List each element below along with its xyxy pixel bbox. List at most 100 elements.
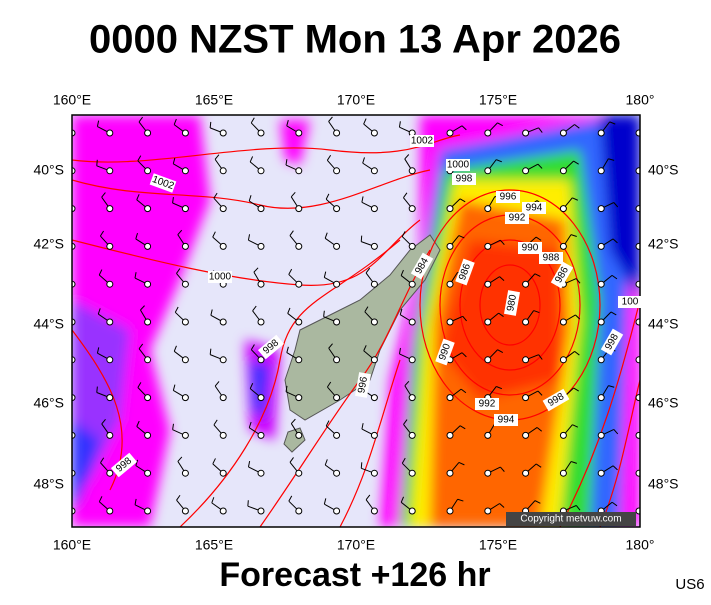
lat-label: 46°S — [648, 395, 679, 411]
station — [371, 206, 377, 212]
station — [258, 243, 264, 249]
barb-feather — [97, 160, 98, 166]
lat-label: 46°S — [33, 395, 64, 411]
station — [523, 357, 529, 363]
station — [447, 206, 453, 212]
station — [296, 130, 302, 136]
lon-label: 165°E — [195, 537, 233, 553]
barb-feather — [647, 500, 653, 502]
station — [182, 357, 188, 363]
station — [182, 243, 188, 249]
station — [636, 432, 642, 438]
station — [334, 130, 340, 136]
station — [182, 432, 188, 438]
station — [258, 432, 264, 438]
station — [145, 243, 151, 249]
isobar-label: 100 — [618, 296, 642, 308]
lon-label: 170°E — [337, 537, 375, 553]
isobar-label: 996 — [496, 191, 520, 203]
station — [182, 395, 188, 401]
lon-label: 160°E — [53, 92, 91, 108]
isobar-label-text: 994 — [498, 415, 515, 426]
station — [560, 432, 566, 438]
station — [258, 168, 264, 174]
station — [296, 319, 302, 325]
barb-feather — [59, 462, 60, 468]
lon-label: 170°E — [337, 92, 375, 108]
station — [598, 243, 604, 249]
station — [107, 508, 113, 514]
barb-feather — [651, 126, 655, 130]
isobar-label: 998 — [452, 173, 476, 185]
station — [636, 243, 642, 249]
station — [598, 206, 604, 212]
barb — [64, 273, 72, 285]
station — [598, 357, 604, 363]
station — [107, 470, 113, 476]
station — [220, 168, 226, 174]
lat-label: 44°S — [33, 316, 64, 332]
station — [145, 470, 151, 476]
station — [258, 357, 264, 363]
lat-label: 42°S — [648, 236, 679, 252]
station — [182, 168, 188, 174]
barb-feather — [61, 384, 63, 390]
barb-feather — [62, 345, 65, 350]
station — [296, 206, 302, 212]
barb-feather — [64, 495, 68, 499]
forecast: Forecast +126 hr — [219, 556, 490, 594]
station — [523, 319, 529, 325]
station — [145, 281, 151, 287]
station — [371, 168, 377, 174]
station — [296, 243, 302, 249]
station — [145, 168, 151, 174]
station — [371, 395, 377, 401]
isobar-label-text: 996 — [500, 192, 517, 203]
station — [447, 470, 453, 476]
station — [182, 508, 188, 514]
station — [220, 319, 226, 325]
lon-label: 180° — [626, 92, 655, 108]
station — [107, 357, 113, 363]
station — [485, 470, 491, 476]
station — [296, 395, 302, 401]
station — [523, 130, 529, 136]
station — [371, 243, 377, 249]
barb — [59, 468, 72, 474]
barb-feather — [361, 462, 362, 468]
station — [636, 319, 642, 325]
station — [636, 508, 642, 514]
isobar-label-text: 998 — [456, 174, 473, 185]
station — [182, 470, 188, 476]
isobar-label: 992 — [475, 398, 499, 410]
station — [409, 357, 415, 363]
station — [220, 130, 226, 136]
barb-feather — [63, 306, 66, 311]
station — [334, 206, 340, 212]
station — [296, 168, 302, 174]
station — [371, 281, 377, 287]
station — [334, 243, 340, 249]
station — [145, 130, 151, 136]
station — [409, 319, 415, 325]
station — [334, 357, 340, 363]
station — [371, 432, 377, 438]
station — [409, 432, 415, 438]
isobar-label: 994 — [494, 414, 518, 426]
station — [409, 508, 415, 514]
barb-feather — [64, 268, 68, 273]
station — [485, 319, 491, 325]
station — [220, 357, 226, 363]
copyright: Copyright metvuw.com — [520, 514, 621, 525]
station — [485, 508, 491, 514]
isobar-label-text: 1000 — [209, 272, 232, 283]
station — [523, 281, 529, 287]
lat-label: 40°S — [648, 162, 679, 178]
station — [334, 168, 340, 174]
barb-feather — [97, 387, 98, 393]
station — [220, 243, 226, 249]
lon-label: 175°E — [479, 92, 517, 108]
station — [296, 470, 302, 476]
title: 0000 NZST Mon 13 Apr 2026 — [89, 18, 621, 62]
lat-label: 48°S — [33, 476, 64, 492]
